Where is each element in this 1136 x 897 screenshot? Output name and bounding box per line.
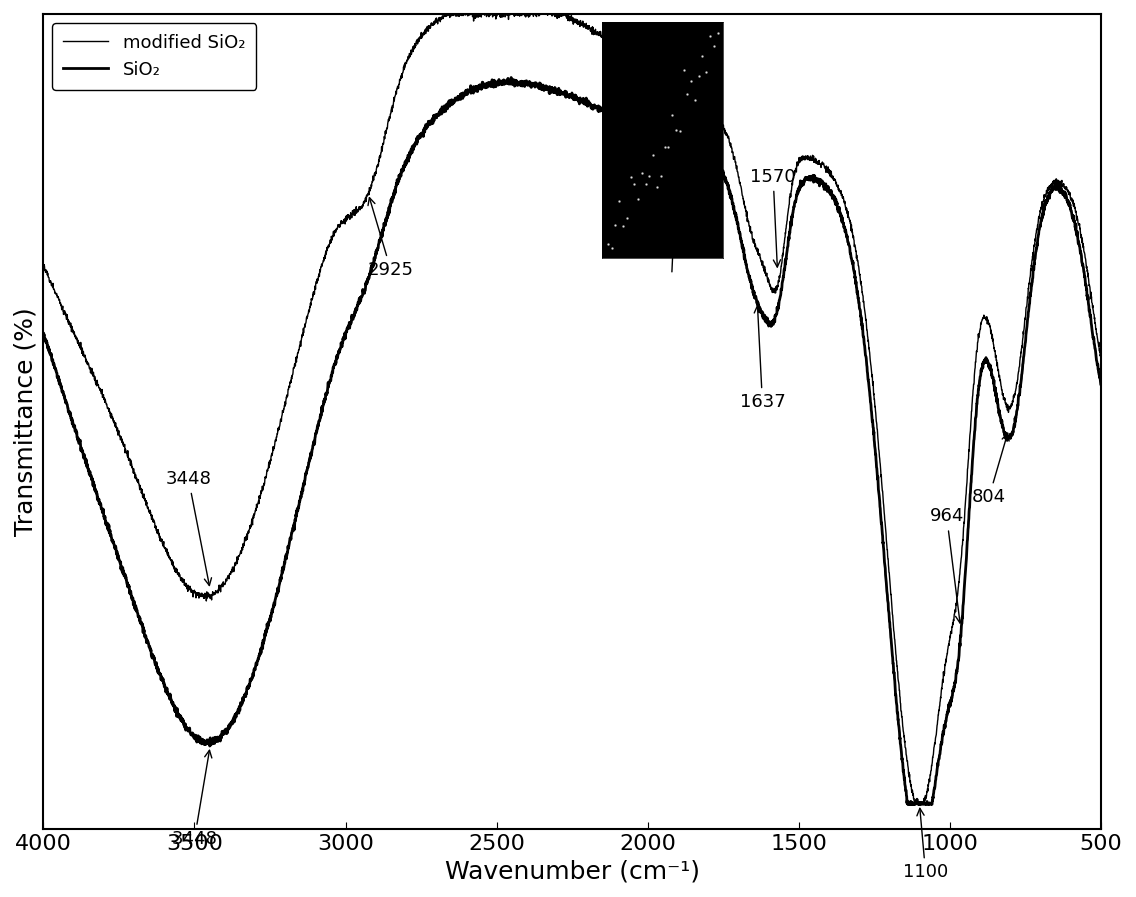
X-axis label: Wavenumber (cm⁻¹): Wavenumber (cm⁻¹) bbox=[444, 859, 700, 884]
Text: 1570: 1570 bbox=[750, 168, 796, 267]
Y-axis label: Transmittance (%): Transmittance (%) bbox=[14, 307, 37, 536]
Text: 964: 964 bbox=[929, 508, 963, 623]
Text: 3448: 3448 bbox=[166, 470, 211, 586]
Text: 1100: 1100 bbox=[903, 808, 949, 882]
Text: 1637: 1637 bbox=[740, 306, 785, 411]
Legend: modified SiO₂, SiO₂: modified SiO₂, SiO₂ bbox=[52, 23, 257, 90]
Text: 2925: 2925 bbox=[368, 197, 414, 279]
Text: 804: 804 bbox=[972, 433, 1009, 506]
Text: 3448: 3448 bbox=[172, 750, 217, 848]
